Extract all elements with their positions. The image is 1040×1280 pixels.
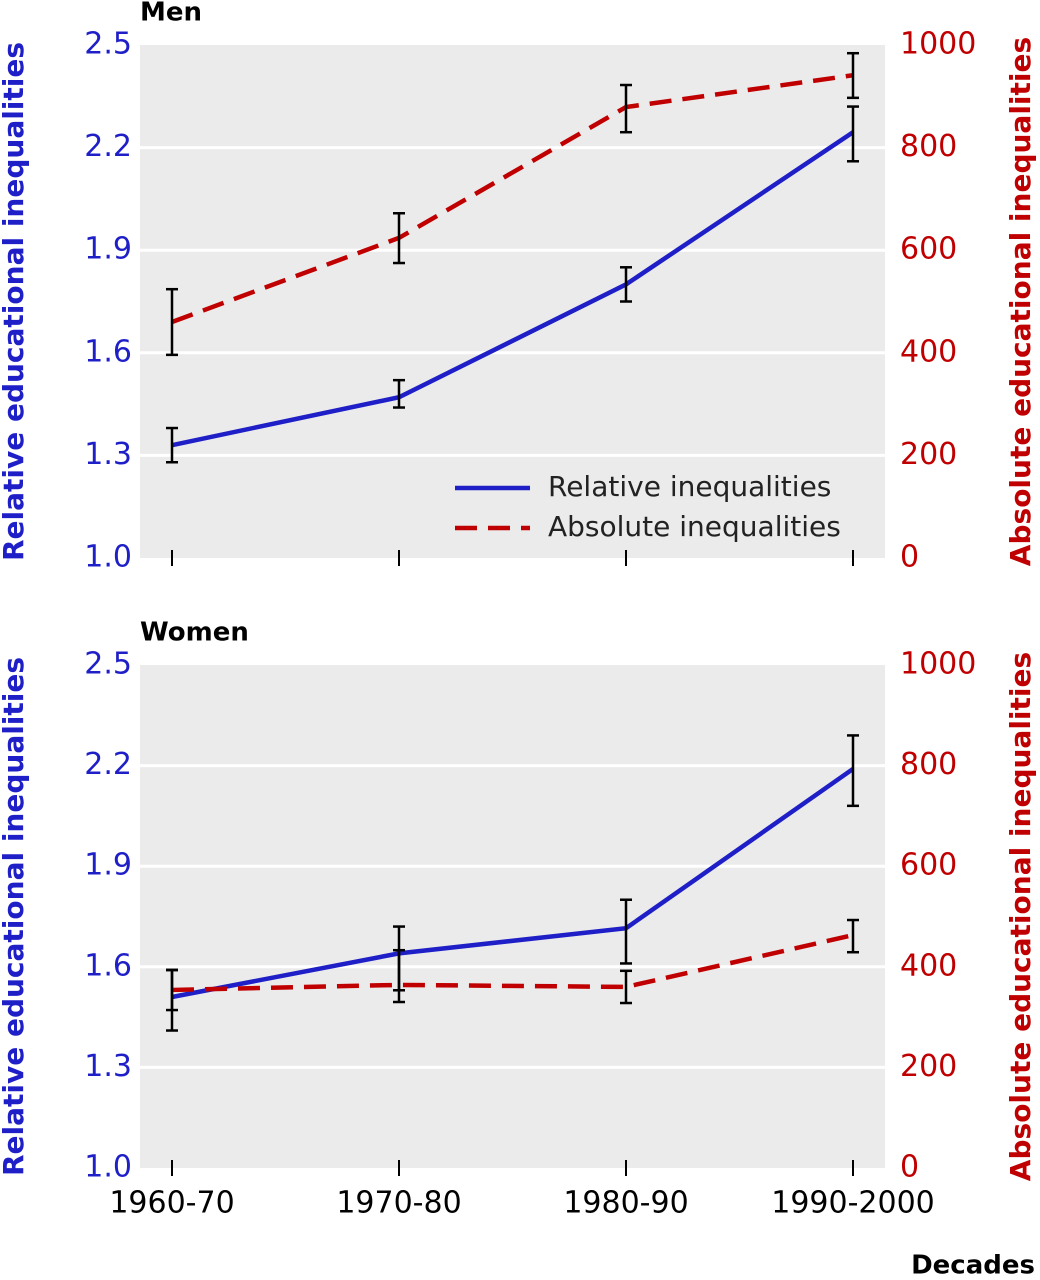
chart-title: Women <box>140 618 249 648</box>
y-tick-label: 1.9 <box>84 232 132 267</box>
plot-background <box>140 45 885 558</box>
y2-tick-label: 1000 <box>900 647 976 682</box>
y-tick-label: 2.5 <box>84 647 132 682</box>
y2-tick-label: 800 <box>900 747 957 782</box>
y-tick-label: 1.3 <box>84 437 132 472</box>
y-tick-label: 1.3 <box>84 1049 132 1084</box>
y2-tick-label: 200 <box>900 1049 957 1084</box>
plot-background <box>140 665 885 1168</box>
y2-tick-label: 0 <box>900 1150 919 1185</box>
y2-tick-label: 600 <box>900 848 957 883</box>
chart-title: Men <box>140 0 202 28</box>
legend-label: Relative inequalities <box>548 470 831 503</box>
y-tick-label: 2.2 <box>84 747 132 782</box>
y2-tick-label: 600 <box>900 232 957 267</box>
y-tick-label: 1.6 <box>84 948 132 983</box>
x-tick-label: 1960-70 <box>109 1186 234 1221</box>
series-line <box>171 73 854 325</box>
series-line <box>171 130 855 448</box>
y-tick-label: 1.9 <box>84 848 132 883</box>
y2-axis-label: Absolute educational inequalities <box>1004 37 1037 566</box>
x-axis-label: Decades <box>911 1251 1035 1280</box>
y2-tick-label: 800 <box>900 129 957 164</box>
y-tick-label: 2.2 <box>84 129 132 164</box>
x-tick-label: 1970-80 <box>336 1186 461 1221</box>
legend-label: Absolute inequalities <box>548 510 841 543</box>
y-tick-label: 1.6 <box>84 334 132 369</box>
y2-tick-label: 400 <box>900 334 957 369</box>
series-line <box>171 932 854 993</box>
y-axis-label: Relative educational inequalities <box>0 42 30 561</box>
series-line <box>171 767 855 1000</box>
y2-tick-label: 0 <box>900 540 919 575</box>
y-tick-label: 1.0 <box>84 540 132 575</box>
y-tick-label: 2.5 <box>84 27 132 62</box>
y-tick-label: 1.0 <box>84 1150 132 1185</box>
y2-tick-label: 1000 <box>900 27 976 62</box>
y2-tick-label: 400 <box>900 948 957 983</box>
y2-tick-label: 200 <box>900 437 957 472</box>
y-axis-label: Relative educational inequalities <box>0 657 30 1176</box>
x-tick-label: 1980-90 <box>563 1186 688 1221</box>
y2-axis-label: Absolute educational inequalities <box>1004 652 1037 1181</box>
x-tick-label: 1990-2000 <box>771 1186 935 1221</box>
